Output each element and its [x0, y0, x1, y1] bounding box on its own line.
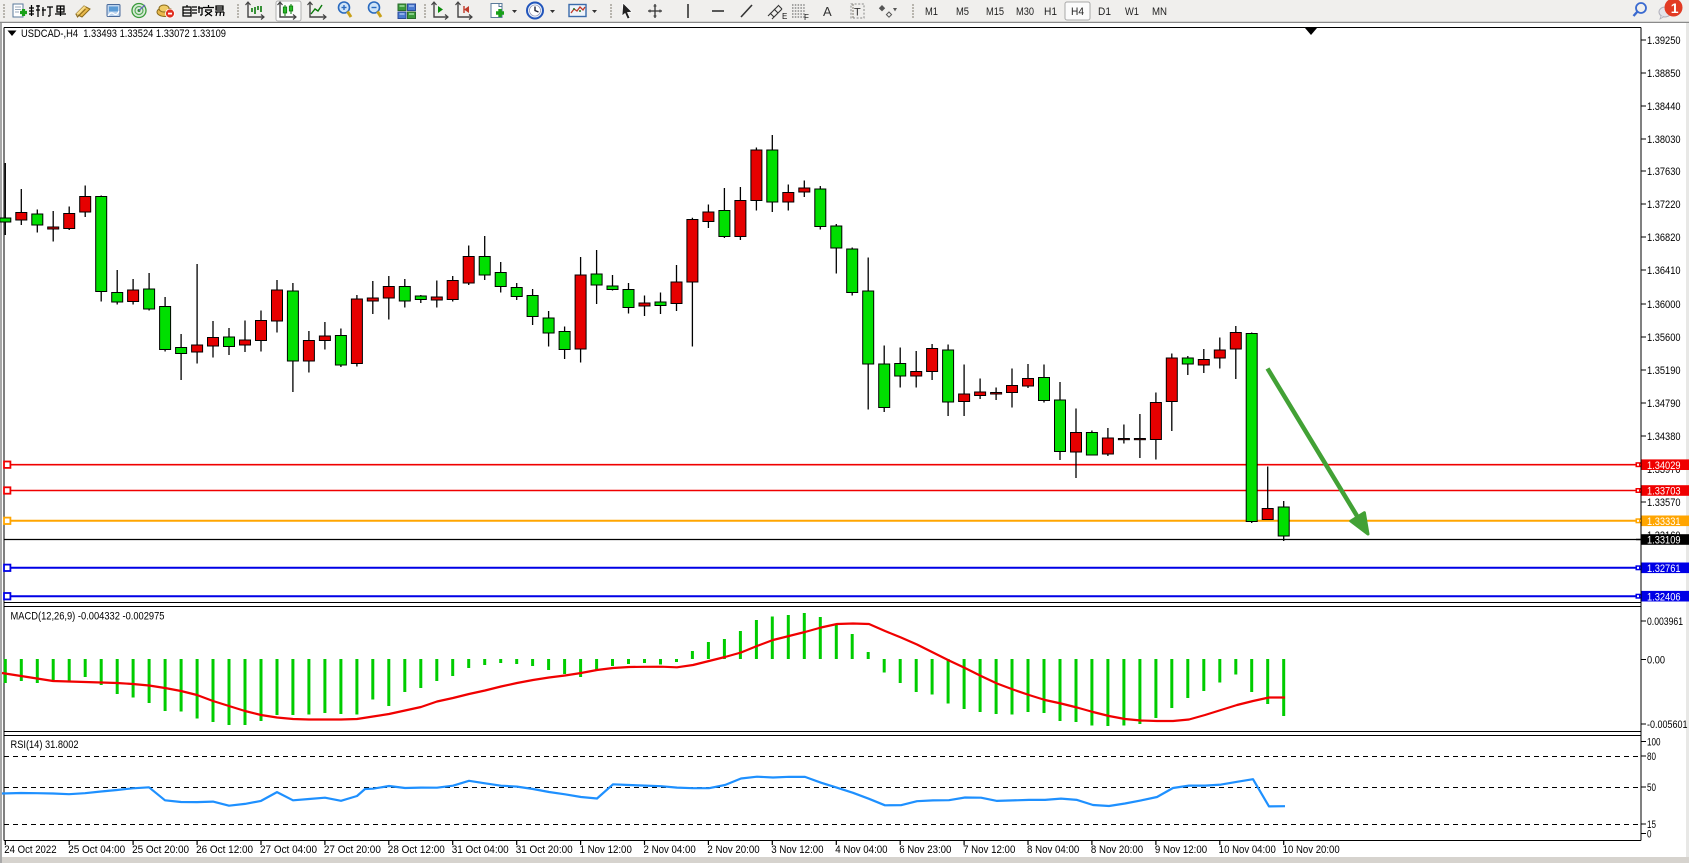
svg-text:1.33703: 1.33703	[1647, 486, 1681, 498]
svg-text:1 Nov 12:00: 1 Nov 12:00	[580, 844, 632, 856]
svg-text:0: 0	[1647, 829, 1652, 841]
svg-text:1.33109: 1.33109	[1647, 535, 1681, 547]
svg-text:1.38440: 1.38440	[1647, 101, 1681, 113]
svg-text:1.37220: 1.37220	[1647, 199, 1681, 211]
svg-text:1.38850: 1.38850	[1647, 68, 1681, 80]
svg-text:1.39250: 1.39250	[1647, 35, 1681, 47]
svg-text:USDCAD-,H4 1.33493 1.33524 1.: USDCAD-,H4 1.33493 1.33524 1.33072 1.331…	[21, 28, 226, 40]
svg-text:7 Nov 12:00: 7 Nov 12:00	[963, 844, 1015, 856]
svg-text:MACD(12,26,9) -0.004332 -0.002: MACD(12,26,9) -0.004332 -0.002975	[11, 611, 165, 623]
svg-text:0.003961: 0.003961	[1647, 616, 1683, 628]
svg-text:E: E	[782, 12, 787, 21]
svg-text:M5: M5	[956, 6, 969, 18]
svg-text:0.00: 0.00	[1647, 655, 1665, 667]
svg-text:1.34380: 1.34380	[1647, 431, 1681, 443]
svg-text:M1: M1	[925, 6, 938, 18]
svg-text:25 Oct 04:00: 25 Oct 04:00	[68, 844, 125, 856]
svg-text:RSI(14) 31.8002: RSI(14) 31.8002	[11, 739, 79, 751]
svg-text:6 Nov 23:00: 6 Nov 23:00	[899, 844, 951, 856]
svg-text:3 Nov 12:00: 3 Nov 12:00	[771, 844, 823, 856]
svg-text:80: 80	[1647, 751, 1656, 763]
svg-text:-0.005601: -0.005601	[1647, 719, 1688, 731]
svg-text:1.36820: 1.36820	[1647, 232, 1681, 244]
svg-text:8 Nov 20:00: 8 Nov 20:00	[1091, 844, 1143, 856]
svg-text:4 Nov 04:00: 4 Nov 04:00	[835, 844, 887, 856]
svg-text:D1: D1	[1098, 6, 1111, 18]
svg-text:10 Nov 20:00: 10 Nov 20:00	[1283, 844, 1340, 856]
svg-text:100: 100	[1647, 737, 1661, 749]
svg-text:2 Nov 04:00: 2 Nov 04:00	[644, 844, 696, 856]
svg-text:27 Oct 20:00: 27 Oct 20:00	[324, 844, 381, 856]
svg-text:1.32761: 1.32761	[1647, 563, 1681, 575]
svg-text:1.34029: 1.34029	[1647, 460, 1681, 472]
svg-text:1: 1	[1671, 0, 1679, 16]
svg-text:1.35600: 1.35600	[1647, 332, 1681, 344]
svg-text:1.33570: 1.33570	[1647, 497, 1681, 509]
svg-text:H4: H4	[1071, 6, 1084, 18]
svg-text:F: F	[804, 13, 809, 22]
svg-text:28 Oct 12:00: 28 Oct 12:00	[388, 844, 445, 856]
svg-text:A: A	[823, 4, 832, 19]
svg-text:1.38030: 1.38030	[1647, 134, 1681, 146]
svg-text:M30: M30	[1016, 6, 1034, 18]
svg-text:M15: M15	[986, 6, 1004, 18]
svg-text:31 Oct 20:00: 31 Oct 20:00	[516, 844, 573, 856]
svg-text:1.37630: 1.37630	[1647, 166, 1681, 178]
svg-text:1.32406: 1.32406	[1647, 591, 1681, 603]
svg-text:27 Oct 04:00: 27 Oct 04:00	[260, 844, 317, 856]
svg-text:2 Nov 20:00: 2 Nov 20:00	[707, 844, 759, 856]
svg-text:24 Oct 2022: 24 Oct 2022	[4, 844, 56, 856]
svg-text:1.36410: 1.36410	[1647, 265, 1681, 277]
svg-text:50: 50	[1647, 782, 1656, 794]
svg-text:31 Oct 04:00: 31 Oct 04:00	[452, 844, 509, 856]
svg-text:1.33331: 1.33331	[1647, 516, 1681, 528]
svg-text:9 Nov 12:00: 9 Nov 12:00	[1155, 844, 1207, 856]
svg-text:1.36000: 1.36000	[1647, 299, 1681, 311]
svg-text:T: T	[854, 7, 861, 19]
svg-text:1.34790: 1.34790	[1647, 398, 1681, 410]
svg-text:10 Nov 04:00: 10 Nov 04:00	[1219, 844, 1276, 856]
svg-text:H1: H1	[1044, 6, 1057, 18]
svg-text:MN: MN	[1152, 6, 1167, 18]
svg-text:25 Oct 20:00: 25 Oct 20:00	[132, 844, 189, 856]
svg-text:1.35190: 1.35190	[1647, 365, 1681, 377]
svg-text:26 Oct 12:00: 26 Oct 12:00	[196, 844, 253, 856]
svg-text:W1: W1	[1125, 6, 1139, 18]
svg-text:8 Nov 04:00: 8 Nov 04:00	[1027, 844, 1079, 856]
